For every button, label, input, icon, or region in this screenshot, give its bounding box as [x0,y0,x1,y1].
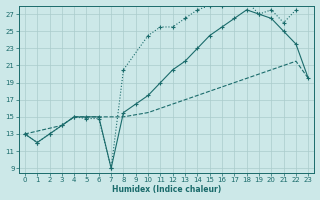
X-axis label: Humidex (Indice chaleur): Humidex (Indice chaleur) [112,185,221,194]
